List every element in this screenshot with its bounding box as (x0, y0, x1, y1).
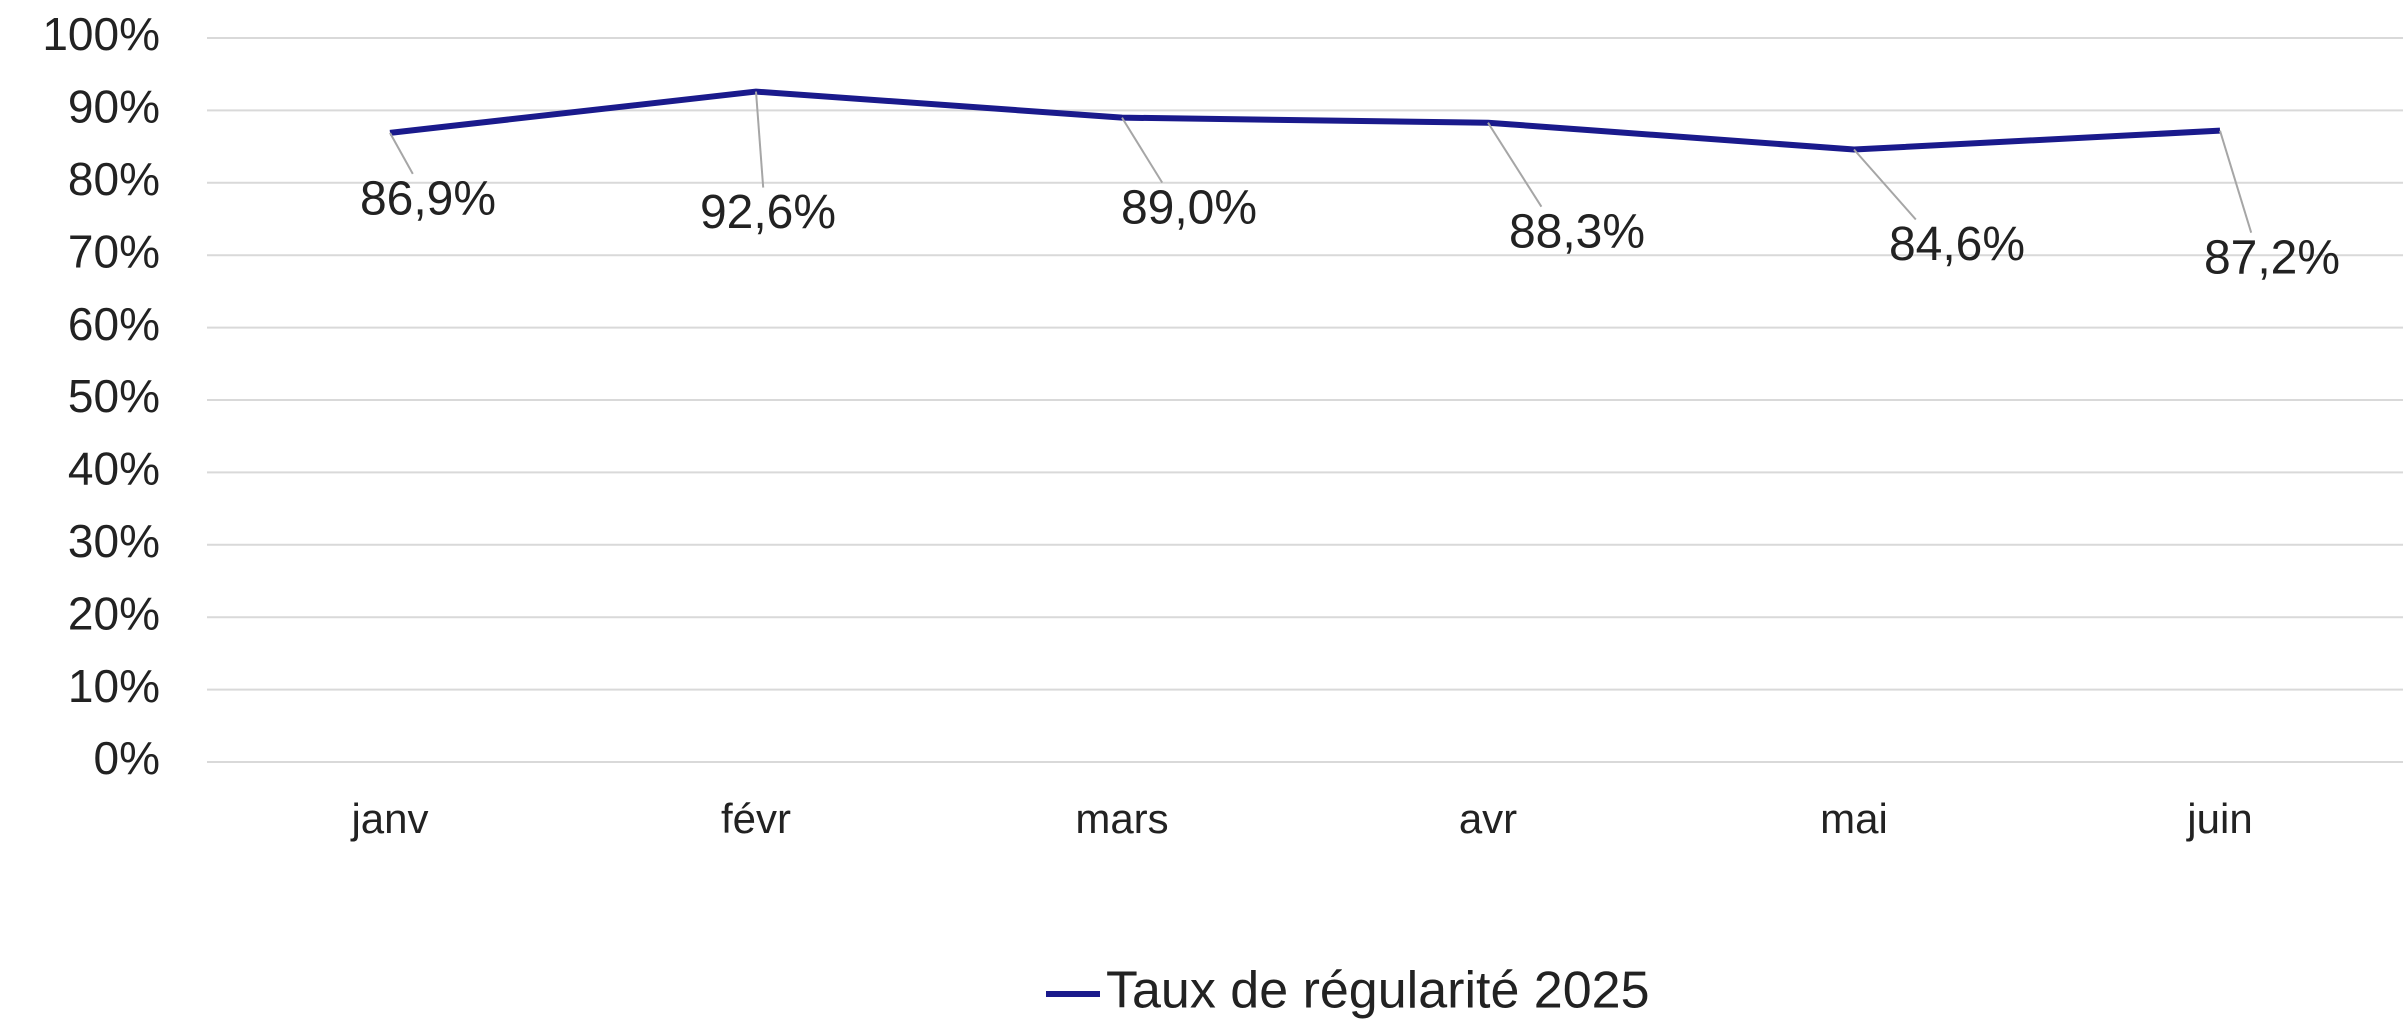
data-label: 89,0% (1121, 181, 1257, 234)
x-tick-label: avr (1459, 795, 1517, 842)
data-label: 92,6% (700, 186, 836, 239)
y-tick-label: 80% (68, 153, 160, 205)
y-tick-label: 10% (68, 660, 160, 712)
x-tick-label: mars (1075, 795, 1168, 842)
y-tick-label: 70% (68, 225, 160, 277)
x-tick-label: janv (349, 795, 428, 842)
leader-line (755, 91, 765, 188)
y-tick-label: 40% (68, 443, 160, 495)
y-tick-label: 0% (94, 732, 160, 784)
legend-label: Taux de régularité 2025 (1106, 962, 1650, 1020)
leader-line (1853, 148, 1917, 221)
x-tick-label: févr (721, 795, 791, 842)
y-tick-label: 30% (68, 515, 160, 567)
leader-line (1121, 117, 1164, 184)
data-label: 86,9% (360, 173, 496, 226)
y-tick-label: 20% (68, 587, 160, 639)
leader-line (389, 132, 414, 175)
data-label: 88,3% (1509, 205, 1645, 258)
y-tick-label: 60% (68, 298, 160, 350)
y-tick-label: 90% (68, 81, 160, 133)
leader-line (1487, 122, 1543, 208)
data-label: 84,6% (1889, 218, 2025, 271)
leader-line (2219, 130, 2253, 233)
y-tick-label: 50% (68, 370, 160, 422)
x-tick-label: juin (2185, 795, 2252, 842)
x-tick-label: mai (1820, 795, 1888, 842)
data-label: 87,2% (2204, 231, 2340, 284)
line-series (389, 88, 2221, 153)
y-tick-label: 100% (42, 8, 160, 60)
